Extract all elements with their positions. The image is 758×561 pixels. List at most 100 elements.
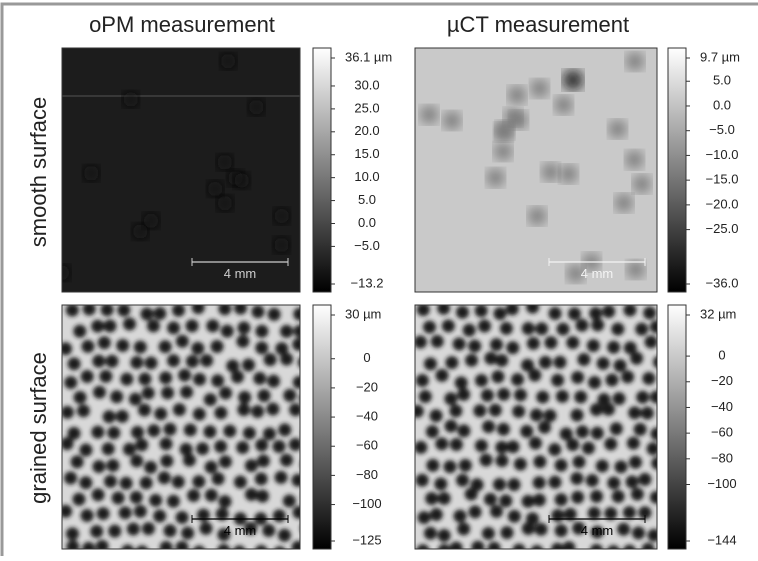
dot: [175, 541, 188, 554]
colorbar-tick-label: −5.0: [709, 122, 735, 137]
colorbar-tick-label: 0.0: [358, 215, 376, 230]
dot: [434, 478, 447, 491]
dot: [514, 388, 527, 401]
dot: [93, 386, 106, 399]
dot: [495, 454, 508, 467]
dot: [533, 494, 546, 507]
spot: [494, 142, 512, 160]
dot: [59, 505, 72, 518]
colorbar-tick-label: 30.0: [354, 77, 379, 92]
dot: [442, 319, 455, 332]
dot: [131, 426, 144, 439]
height-map: [59, 301, 315, 556]
dot: [435, 369, 448, 382]
dot: [435, 437, 448, 450]
colorbar: [313, 48, 331, 292]
dot: [258, 389, 271, 402]
dot: [245, 488, 258, 501]
dot: [74, 391, 87, 404]
spot: [217, 154, 233, 170]
dot: [266, 403, 279, 416]
dot: [497, 423, 510, 436]
colorbar-tick-label: −20: [711, 373, 733, 388]
dot: [71, 455, 84, 468]
spot: [420, 106, 438, 124]
dot: [237, 321, 250, 334]
dot: [116, 339, 129, 352]
dot: [91, 426, 104, 439]
spot: [609, 120, 627, 138]
dot: [430, 409, 443, 422]
dot: [242, 358, 255, 371]
dot: [292, 338, 305, 351]
dot: [79, 476, 92, 489]
spot: [508, 86, 526, 104]
colorbar-tick-label: −25.0: [706, 221, 739, 236]
dot: [91, 320, 104, 333]
dot: [418, 511, 431, 524]
dot: [590, 403, 603, 416]
dot: [283, 494, 296, 507]
dot: [551, 509, 564, 522]
colorbar-tick-label: −13.2: [351, 275, 384, 290]
dot: [293, 506, 306, 519]
dot: [471, 541, 484, 554]
dot: [491, 370, 504, 383]
dot: [191, 342, 204, 355]
dot: [173, 403, 186, 416]
dot: [650, 320, 663, 333]
dot: [463, 324, 476, 337]
dot: [528, 369, 541, 382]
dot: [588, 376, 601, 389]
dot: [255, 325, 268, 338]
dot: [582, 442, 595, 455]
dot: [103, 319, 116, 332]
dot: [176, 511, 189, 524]
dot: [431, 335, 444, 348]
spot: [633, 175, 651, 193]
dot: [465, 488, 478, 501]
dot: [116, 410, 129, 423]
dot: [602, 403, 615, 416]
dot: [645, 335, 658, 348]
dot: [167, 495, 180, 508]
dot: [596, 460, 609, 473]
dot: [106, 459, 119, 472]
dot: [256, 490, 269, 503]
dot: [204, 393, 217, 406]
dot: [423, 321, 436, 334]
dot: [444, 392, 457, 405]
dot: [192, 301, 205, 314]
dot: [430, 508, 443, 521]
colorbar: [668, 305, 686, 549]
spot: [494, 123, 512, 141]
dot: [577, 353, 590, 366]
colorbar-tick-label: −125: [352, 532, 381, 547]
dot: [605, 373, 618, 386]
dot: [607, 476, 620, 489]
dot: [626, 475, 639, 488]
dot: [426, 425, 439, 438]
dot: [234, 302, 247, 315]
dot: [647, 529, 660, 542]
dot: [144, 461, 157, 474]
dot: [123, 318, 136, 331]
dot: [533, 476, 546, 489]
dot: [200, 354, 213, 367]
dot: [478, 320, 491, 333]
dot: [273, 509, 286, 522]
dot: [236, 441, 249, 454]
dot: [445, 356, 458, 369]
dot: [614, 359, 627, 372]
dot: [104, 475, 117, 488]
dot: [134, 341, 147, 354]
dot: [482, 527, 495, 540]
scale-label: 4 mm: [224, 523, 257, 538]
spot: [528, 207, 546, 225]
dot: [494, 307, 507, 320]
dot: [456, 306, 469, 319]
dot: [602, 305, 615, 318]
dot: [481, 389, 494, 402]
dot: [623, 506, 636, 519]
dot: [172, 475, 185, 488]
